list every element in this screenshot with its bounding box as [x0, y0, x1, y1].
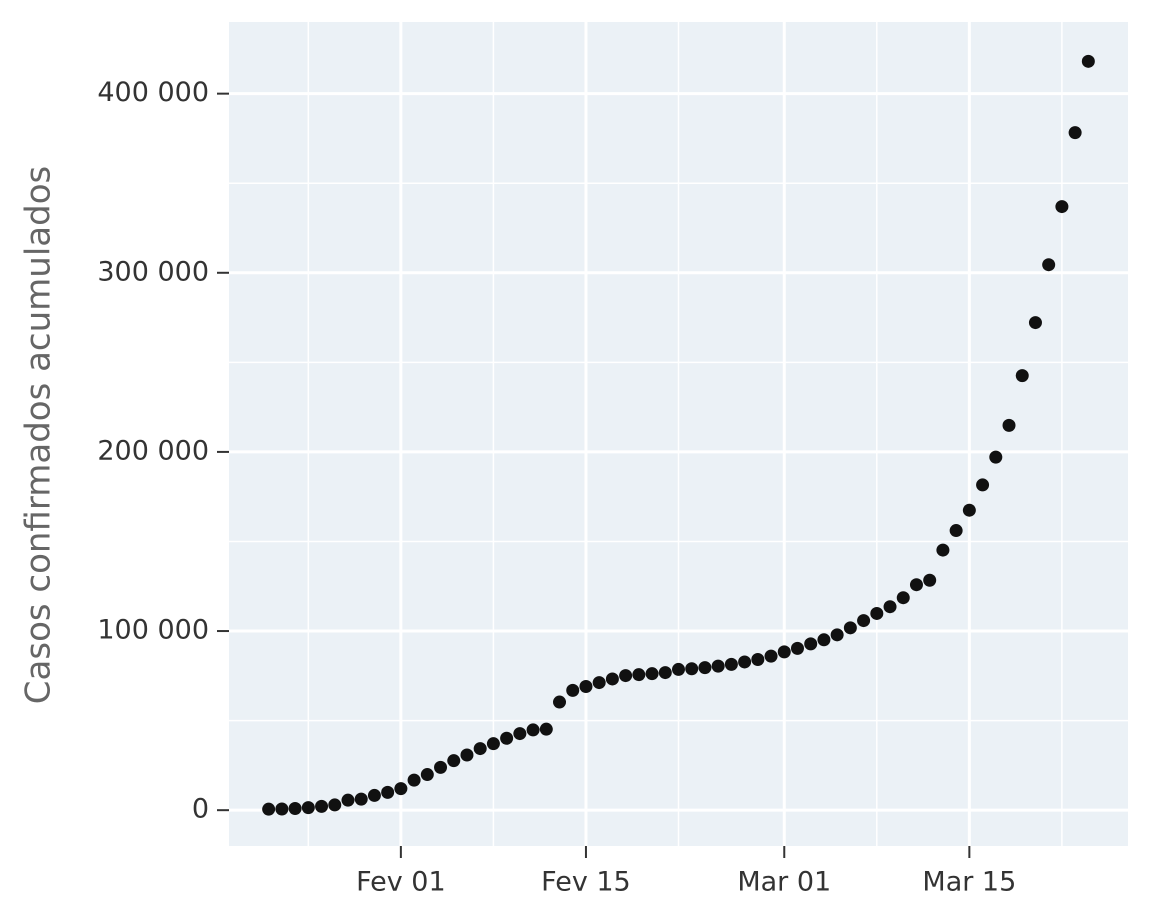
- point: [619, 669, 633, 683]
- point: [724, 657, 738, 671]
- point: [605, 672, 619, 686]
- y-tick-label: 300 000: [97, 256, 209, 287]
- y-tick-label: 200 000: [97, 435, 209, 466]
- point: [526, 723, 540, 737]
- point: [883, 600, 897, 614]
- point: [896, 591, 910, 605]
- point: [420, 768, 434, 782]
- point: [513, 727, 527, 741]
- point: [989, 450, 1003, 464]
- point: [579, 680, 593, 694]
- y-tick-label: 0: [192, 794, 209, 825]
- point: [301, 801, 315, 815]
- point: [262, 802, 276, 816]
- point: [645, 667, 659, 681]
- point: [1028, 316, 1042, 330]
- x-tick-label: Mar 01: [737, 867, 831, 898]
- point: [843, 621, 857, 635]
- point: [949, 524, 963, 538]
- point: [698, 661, 712, 675]
- point: [592, 676, 606, 690]
- point: [738, 655, 752, 669]
- point: [354, 792, 368, 806]
- point: [447, 754, 461, 768]
- point: [976, 478, 990, 492]
- point: [341, 793, 355, 807]
- point: [658, 666, 672, 680]
- point: [857, 614, 871, 628]
- point: [1002, 418, 1016, 432]
- point: [315, 799, 329, 813]
- point: [870, 606, 884, 620]
- point: [1042, 258, 1056, 272]
- point: [764, 649, 778, 663]
- point: [1055, 200, 1069, 214]
- point: [486, 737, 500, 751]
- point: [328, 798, 342, 812]
- point: [434, 760, 448, 774]
- point: [407, 773, 421, 787]
- point: [381, 785, 395, 799]
- point: [288, 801, 302, 815]
- point: [751, 653, 765, 667]
- point: [632, 668, 646, 682]
- point: [460, 748, 474, 762]
- x-tick-label: Mar 15: [922, 867, 1016, 898]
- point: [830, 628, 844, 642]
- point: [1068, 126, 1082, 140]
- x-tick-label: Fev 01: [356, 867, 446, 898]
- x-tick-label: Fev 15: [541, 867, 631, 898]
- point: [367, 788, 381, 802]
- point: [500, 731, 514, 745]
- point: [936, 543, 950, 557]
- point: [685, 662, 699, 676]
- y-tick-label: 400 000: [97, 77, 209, 108]
- point: [1015, 369, 1029, 383]
- point: [553, 695, 567, 709]
- point: [711, 659, 725, 673]
- point: [804, 637, 818, 651]
- point: [672, 662, 685, 676]
- point: [539, 722, 553, 736]
- y-axis-title: Casos confirmados acumulados: [19, 166, 59, 704]
- point: [777, 645, 791, 659]
- point: [566, 683, 580, 697]
- point: [473, 742, 487, 756]
- point: [1081, 54, 1095, 68]
- y-tick-label: 100 000: [97, 615, 209, 646]
- point: [394, 782, 408, 796]
- point: [962, 503, 976, 517]
- point: [275, 802, 289, 816]
- point: [923, 573, 937, 587]
- point: [790, 641, 804, 655]
- point: [909, 578, 923, 592]
- point: [817, 633, 831, 647]
